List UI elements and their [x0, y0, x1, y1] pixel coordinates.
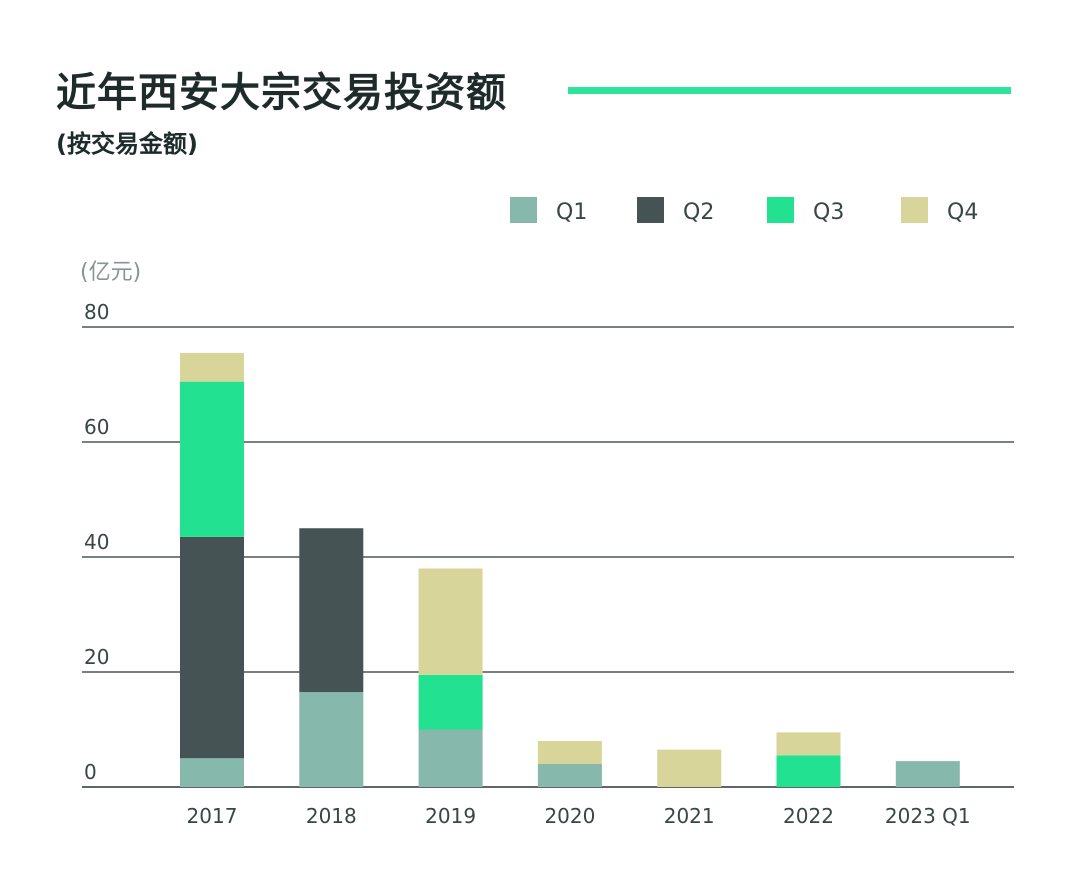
bar-2017-q4 — [180, 352, 244, 382]
chart-bars — [180, 352, 960, 787]
bar-2019-q4 — [418, 568, 483, 675]
bar-2020-q4 — [537, 741, 602, 764]
chart-legend: Q1 Q2 Q3 Q4 — [510, 197, 978, 225]
x-tick-label-2023-Q1: 2023 Q1 — [885, 804, 971, 828]
page-title: 近年西安大宗交易投资额 — [56, 70, 507, 116]
page-subtitle: (按交易金额) — [56, 130, 198, 158]
bar-2017-q3 — [180, 381, 244, 537]
y-tick-label-60: 60 — [84, 415, 109, 439]
legend-swatch-q3 — [767, 197, 794, 223]
y-axis-unit-label: (亿元) — [80, 260, 141, 285]
bar-2018-q2 — [299, 528, 364, 693]
bar-2019-q1 — [418, 729, 483, 787]
bar-2018-q1 — [299, 692, 364, 787]
x-tick-label-2018: 2018 — [306, 804, 357, 828]
title-accent-rule — [568, 87, 1011, 94]
y-tick-label-40: 40 — [84, 530, 109, 554]
y-tick-label-80: 80 — [84, 300, 109, 324]
legend-label-q2: Q2 — [683, 200, 714, 225]
y-axis-ticks: 0 20 40 60 80 — [84, 300, 109, 784]
x-tick-label-2022: 2022 — [783, 804, 834, 828]
legend-swatch-q4 — [901, 197, 928, 223]
bar-2022-q4 — [776, 732, 841, 756]
x-tick-label-2017: 2017 — [187, 804, 238, 828]
legend-label-q4: Q4 — [947, 200, 978, 225]
legend-label-q1: Q1 — [556, 200, 587, 225]
x-tick-label-2021: 2021 — [664, 804, 715, 828]
legend-label-q3: Q3 — [813, 200, 844, 225]
x-tick-label-2020: 2020 — [544, 804, 595, 828]
legend-swatch-q1 — [510, 197, 537, 223]
y-tick-label-0: 0 — [84, 760, 97, 784]
bar-2017-q2 — [180, 536, 244, 759]
bar-2020-q1 — [537, 764, 602, 787]
bar-2021-q4 — [657, 749, 722, 787]
x-axis-labels: 2017 2018 2019 2020 2021 2022 2023 Q1 — [187, 804, 971, 828]
y-tick-label-20: 20 — [84, 645, 109, 669]
bar-2017-q1 — [180, 758, 244, 787]
legend-swatch-q2 — [637, 197, 664, 223]
bar-2022-q3 — [776, 755, 841, 787]
x-tick-label-2019: 2019 — [425, 804, 476, 828]
bar-2019-q3 — [418, 674, 483, 730]
bar-2023-Q1-q1 — [895, 761, 960, 787]
